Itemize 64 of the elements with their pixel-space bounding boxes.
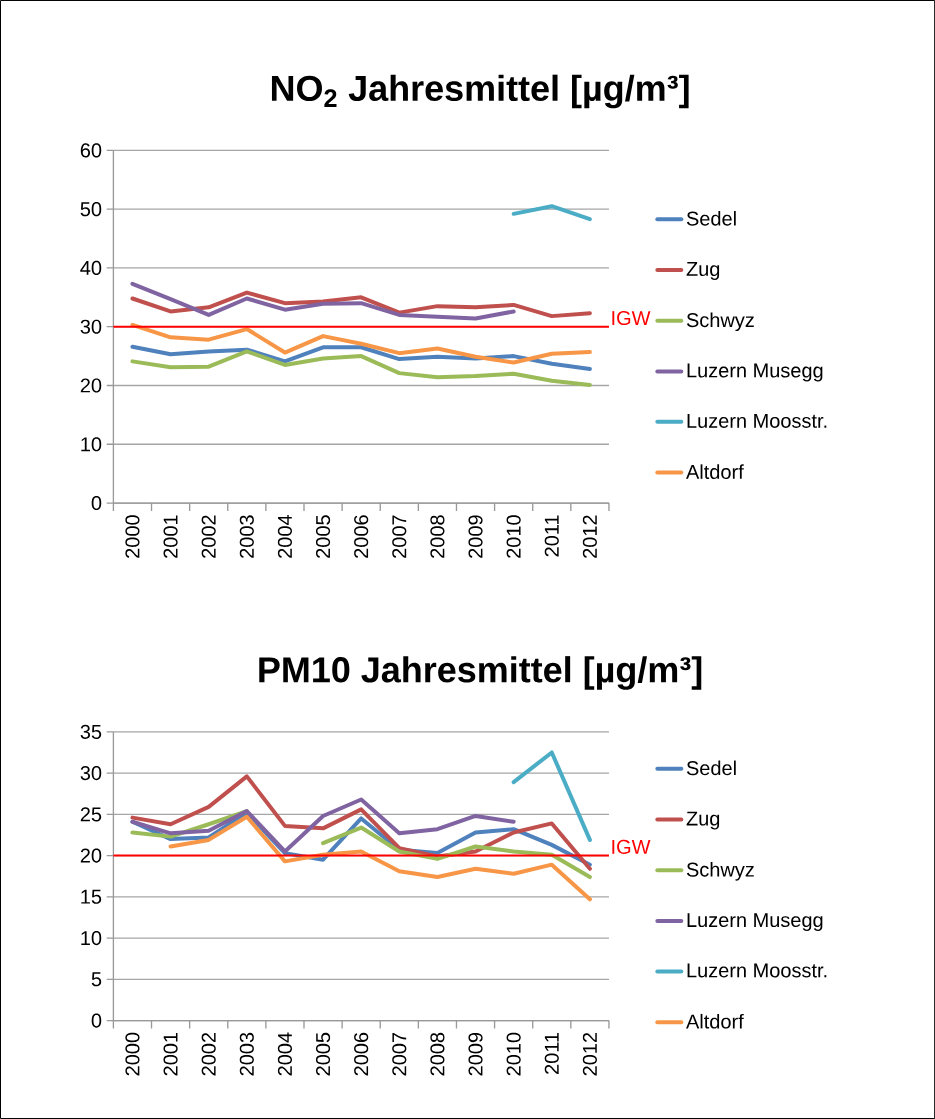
x-tick-label: 2006 — [354, 515, 369, 558]
line-series — [130, 349, 592, 387]
x-tick-label: 2012 — [582, 1032, 597, 1076]
x-tick-label: 2002 — [201, 515, 216, 558]
ref-line-label: IGW — [612, 839, 651, 854]
line-series — [130, 290, 592, 319]
y-tick-label: 35 — [80, 724, 102, 739]
legend-label: Schwyz — [686, 862, 754, 881]
legend-label: Luzern Moosstr. — [687, 413, 827, 428]
x-tick-label: 2002 — [201, 1032, 216, 1076]
x-tick-label: 2009 — [468, 1032, 483, 1076]
legend-label: Sedel — [686, 760, 736, 776]
x-tick-label: 2000 — [125, 515, 140, 558]
x-tick-label: 2001 — [163, 515, 178, 558]
y-tick-label: 30 — [80, 766, 102, 781]
y-tick-label: 10 — [81, 931, 102, 946]
x-tick-label: 2007 — [392, 515, 407, 558]
line-series — [130, 344, 592, 372]
x-tick-label: 2004 — [277, 515, 292, 558]
x-tick-label: 2003 — [239, 1032, 254, 1076]
x-tick-label: 2012 — [582, 515, 597, 558]
x-tick-label: 2007 — [392, 1032, 407, 1076]
y-tick-label: 10 — [81, 437, 102, 452]
y-tick-label: 30 — [80, 319, 102, 334]
x-tick-label: 2006 — [354, 1032, 369, 1076]
line-series — [130, 797, 516, 854]
line-series — [168, 814, 592, 902]
x-tick-label: 2005 — [315, 1032, 331, 1076]
legend-label: Luzern Musegg — [687, 913, 823, 932]
legend-label: Altdorf — [685, 464, 744, 480]
legend-label: Zug — [686, 262, 720, 280]
legend-label: Luzern Musegg — [687, 363, 823, 382]
chart-title: PM10 Jahresmittel [µg/m³] — [259, 656, 702, 690]
y-tick-label: 50 — [80, 202, 102, 217]
y-tick-label: 0 — [91, 495, 102, 511]
legend-label: Altdorf — [685, 1013, 744, 1029]
x-tick-label: 2011 — [544, 515, 559, 557]
legend-label: Schwyz — [686, 312, 754, 332]
y-tick-label: 60 — [80, 143, 102, 158]
ref-line-label: IGW — [612, 310, 651, 326]
x-tick-label: 2004 — [277, 1032, 292, 1076]
y-tick-label: 5 — [91, 972, 102, 987]
x-tick-label: 2003 — [239, 515, 254, 558]
x-tick-label: 2001 — [163, 1032, 178, 1076]
x-tick-label: 2008 — [430, 1032, 445, 1076]
x-tick-label: 2009 — [468, 515, 483, 558]
legend-label: Zug — [686, 811, 720, 830]
x-tick-label: 2005 — [315, 515, 331, 558]
x-tick-label: 2000 — [125, 1032, 140, 1076]
y-tick-label: 40 — [80, 260, 102, 275]
chart-title: NO$_{2}$ Jahresmittel [µg/m³] — [271, 74, 689, 109]
line-series — [130, 774, 592, 871]
x-tick-label: 2011 — [544, 1032, 559, 1074]
line-series — [130, 322, 592, 365]
x-tick-label: 2010 — [506, 515, 521, 558]
legend-label: Sedel — [686, 210, 736, 226]
legend-label: Luzern Moosstr. — [687, 963, 827, 978]
x-tick-label: 2010 — [506, 1032, 521, 1076]
y-tick-label: 15 — [81, 889, 102, 904]
y-tick-label: 20 — [80, 848, 102, 863]
y-tick-label: 25 — [80, 807, 102, 822]
y-tick-label: 20 — [80, 378, 102, 393]
x-tick-label: 2008 — [430, 515, 445, 558]
y-tick-label: 0 — [91, 1013, 102, 1028]
